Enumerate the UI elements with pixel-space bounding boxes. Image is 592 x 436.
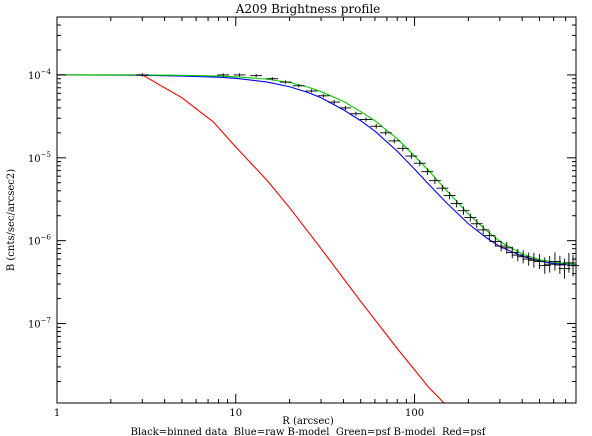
data-point [233,73,246,77]
plot-frame [56,16,577,404]
y-tick-label: 10−6 [28,234,52,248]
data-point [396,145,409,152]
series-line-0 [57,74,445,403]
x-tick-label: 100 [405,408,424,419]
data-point [477,225,490,235]
data-point [517,250,530,264]
series-line-1 [57,74,576,265]
data-point [522,252,535,266]
data-point [450,199,463,208]
data-point [470,219,483,229]
data-point [388,138,401,144]
data-point [436,184,449,192]
data-point [553,255,566,275]
data-point [360,117,372,122]
chart-axes: 1 10 100 10−4 10−5 10−6 10−7 [28,16,577,419]
data-point [305,89,318,93]
data-point [464,213,477,222]
data-point [495,240,508,252]
x-axis-label: R (arcsec) [282,416,334,427]
data-point [548,252,561,271]
data-point [250,73,263,78]
data-point [443,191,456,200]
data-point [370,123,383,129]
data-point [543,255,556,273]
data-point [217,73,230,77]
data-point [136,73,149,77]
data-point [457,206,470,215]
data-point [533,254,546,270]
data-point [421,168,434,175]
data-point [405,153,418,159]
data-point [428,177,441,184]
data-point [506,246,519,259]
data-point [292,84,305,88]
data-point [349,111,362,116]
data-point [538,257,551,274]
data-point [413,160,426,167]
y-tick-label: 10−4 [28,68,52,82]
series-line-2 [57,74,576,265]
data-point [483,230,496,241]
legend-caption: Black=binned data Blue=raw B-model Green… [131,427,487,436]
y-tick-label: 10−7 [28,317,51,331]
data-point [527,252,540,268]
data-point [317,94,330,98]
data-point [489,236,502,247]
data-point [279,80,292,84]
y-tick-label: 10−5 [28,151,51,165]
data-point [379,130,392,136]
data-point [511,248,524,262]
x-tick-label: 10 [229,408,242,419]
data-point [328,100,341,105]
chart-marks [57,73,580,403]
chart-title: A209 Brightness profile [235,2,381,16]
data-point [339,105,352,110]
y-axis-label: B (cnts/sec/arcsec2) [6,169,17,271]
data-point [266,77,279,81]
x-tick-label: 1 [54,408,60,419]
data-point [500,242,513,254]
